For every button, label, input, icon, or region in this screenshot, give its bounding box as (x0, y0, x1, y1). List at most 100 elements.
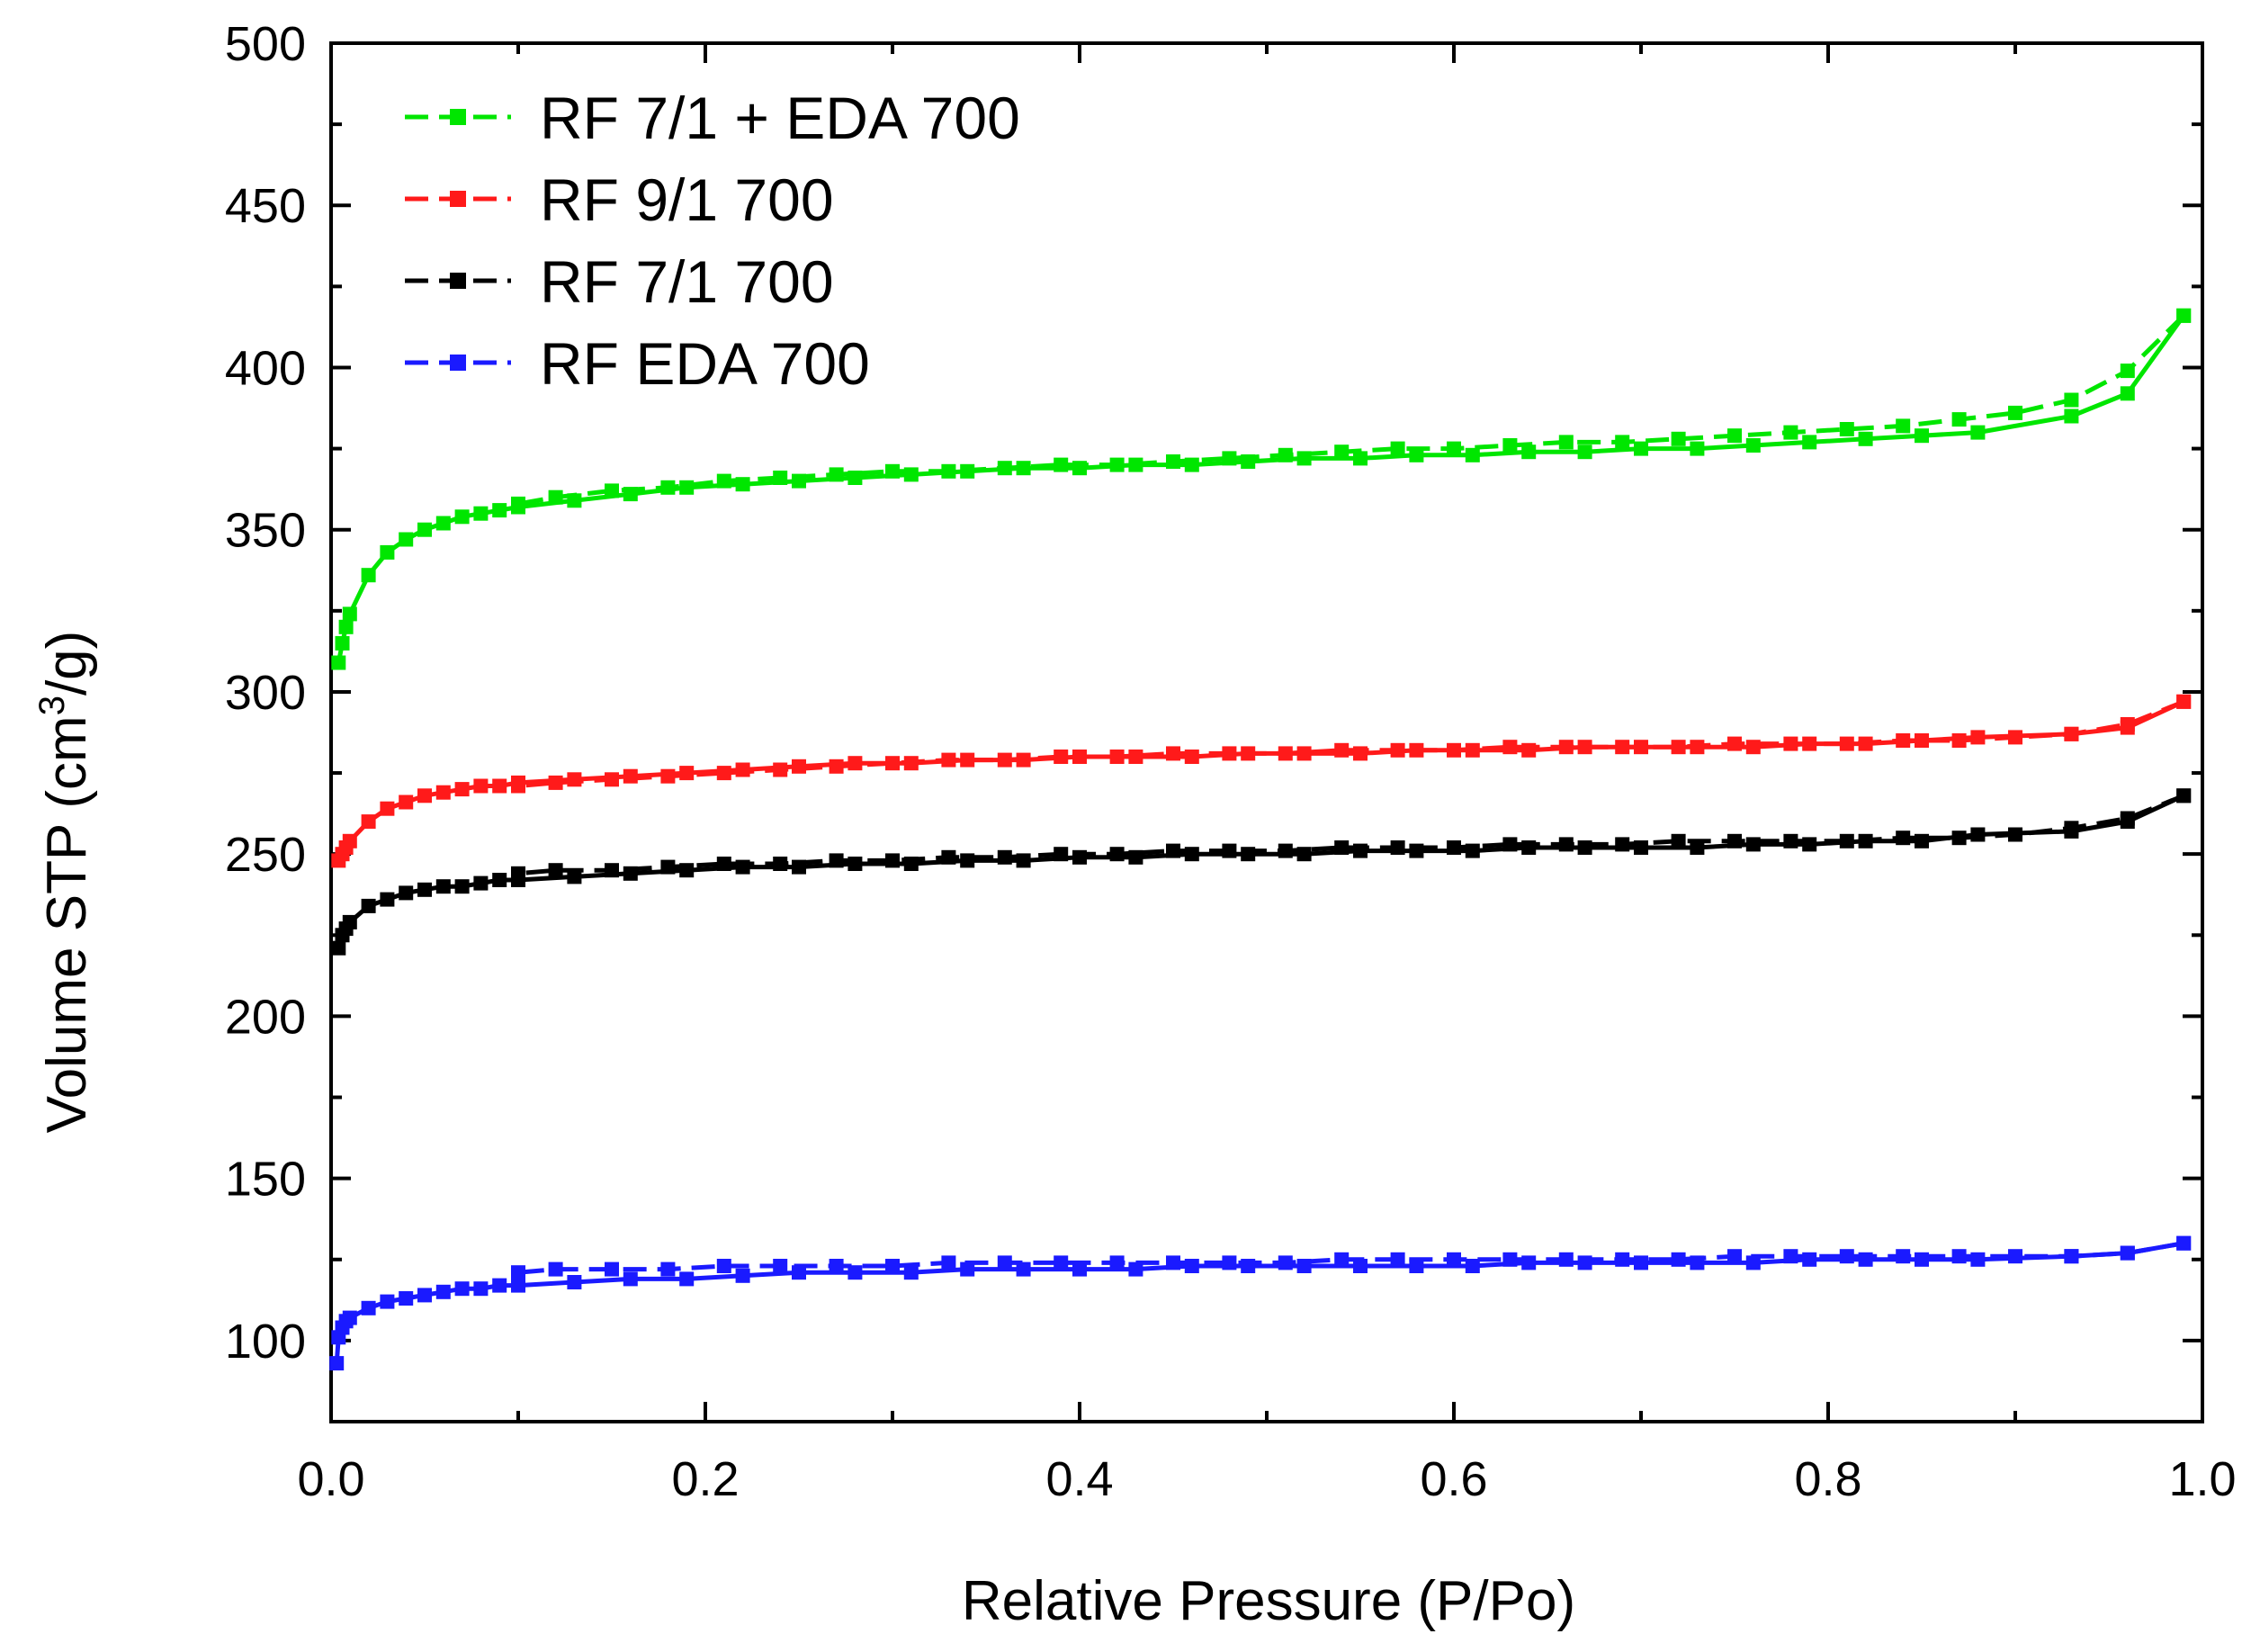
series-0-adsorption-point (1409, 447, 1424, 462)
series-2-desorption-point (716, 857, 731, 871)
series-3-desorption-point (2120, 1245, 2135, 1261)
series-3-adsorption-point (454, 1281, 470, 1297)
series-2-adsorption-point (399, 885, 414, 901)
series-2-desorption-point (1896, 830, 1911, 846)
series-2-desorption-point (1390, 840, 1405, 855)
series-2-desorption-point (1502, 837, 1518, 852)
series-3-adsorption-point (511, 1278, 525, 1293)
series-3-desorption-point (1502, 1252, 1518, 1267)
series-2-desorption-point (1727, 833, 1742, 848)
series-1-desorption-point (773, 762, 788, 777)
series-0-desorption-point (1390, 441, 1405, 456)
series-2-adsorption-point (417, 882, 432, 897)
series-1-desorption-point (1166, 746, 1180, 761)
series-1-adsorption-point (1915, 733, 1929, 748)
series-0-desorption-point (1951, 412, 1967, 427)
series-3-adsorption-point (329, 1356, 345, 1371)
series-2-desorption-point (829, 853, 844, 868)
series-3-desorption-point (829, 1259, 844, 1273)
series-2-desorption-point (1951, 830, 1967, 846)
series-1-desorption-point (1447, 742, 1461, 758)
series-1-desorption-point (885, 756, 900, 771)
series-3-adsorption-point (1353, 1259, 1368, 1273)
series-0-adsorption-point (1690, 441, 1705, 456)
series-3-desorption-point (1334, 1252, 1350, 1267)
series-0-desorption-point (511, 496, 525, 511)
series-1-desorption-point (1222, 746, 1237, 761)
series-0-desorption-point (1839, 422, 1854, 436)
series-0-adsorption-point (435, 516, 451, 531)
series-1-desorption-point (1839, 736, 1854, 751)
series-0-desorption-point (1334, 444, 1350, 460)
series-0-desorption-point (1166, 454, 1180, 469)
series-0-adsorption-point (1353, 451, 1368, 466)
series-0-desorption-point (1896, 418, 1911, 434)
series-1-desorption-point (1334, 742, 1350, 758)
series-0-desorption-point (941, 463, 956, 479)
series-3-desorption-point (941, 1255, 956, 1270)
series-0-adsorption-point (1802, 435, 1817, 450)
series-2-adsorption-point (454, 879, 470, 894)
series-2-adsorption-point (435, 879, 451, 894)
series-3-desorption-point (2064, 1249, 2079, 1264)
series-1-adsorption-point (342, 833, 357, 848)
series-2-desorption-point (1334, 840, 1350, 855)
series-3-adsorption-point (417, 1288, 432, 1303)
series-1-desorption-point (1109, 750, 1125, 764)
series-3-desorption-point (997, 1255, 1012, 1270)
series-0-adsorption-point (1521, 444, 1537, 460)
series-0-desorption-point (1727, 428, 1742, 444)
series-0-adsorption-point (492, 503, 507, 518)
series-0-desorption-point (1671, 431, 1686, 446)
series-1-desorption-point (1951, 733, 1967, 748)
series-1-adsorption-point (435, 785, 451, 800)
series-0-adsorption-point (342, 606, 357, 622)
series-2-adsorption-point (342, 914, 357, 929)
series-2-adsorption-point (1690, 840, 1705, 855)
series-3-desorption-point (1783, 1249, 1798, 1264)
legend-marker (450, 109, 466, 125)
series-layer (329, 308, 2192, 1371)
series-1-adsorption-point (1128, 750, 1143, 764)
series-0-desorption-point (1615, 435, 1630, 450)
series-0-adsorption-point (454, 509, 470, 525)
series-2-desorption-point (1054, 847, 1069, 862)
series-2-desorption-line (517, 793, 2185, 876)
series-1-desorption-point (1783, 736, 1798, 751)
series-1-desorption-line (517, 699, 2185, 788)
series-1-adsorption-point (1296, 746, 1312, 761)
series-2-desorption-point (2008, 827, 2022, 842)
series-0-adsorption-point (1915, 428, 1929, 444)
series-3-desorption-point (773, 1259, 788, 1273)
series-3-desorption-point (716, 1259, 731, 1273)
series-0-adsorption-point (847, 471, 863, 485)
series-2-desorption-point (2120, 811, 2135, 826)
series-3-adsorption-point (679, 1271, 695, 1287)
series-1-desorption-point (1896, 733, 1911, 748)
series-3-adsorption-point (1409, 1259, 1424, 1273)
series-1-desorption-point (1558, 740, 1574, 755)
series-3-adsorption-point (435, 1284, 451, 1299)
series-0-adsorption-point (361, 568, 376, 583)
series-2-adsorption-point (361, 898, 376, 913)
series-3-adsorption-point (735, 1268, 750, 1283)
series-0-desorption-point (1447, 441, 1461, 456)
series-1-adsorption-point (473, 778, 489, 794)
series-0-adsorption-point (1858, 431, 1873, 446)
series-2-desorption-point (605, 863, 619, 878)
series-0-adsorption-point (399, 532, 414, 547)
series-1-adsorption-point (679, 766, 695, 781)
series-2-desorption-point (660, 859, 676, 875)
y-tick-label: 100 (225, 1315, 306, 1369)
series-2-desorption-point (1558, 837, 1574, 852)
series-3-adsorption-point (492, 1278, 507, 1293)
series-0-desorption-point (660, 480, 676, 495)
series-3-adsorption-point (567, 1275, 582, 1289)
legend-label: RF 7/1 700 (540, 248, 834, 315)
series-2-adsorption-point (1128, 849, 1143, 865)
series-3-adsorption-point (847, 1265, 863, 1280)
series-1-desorption-point (997, 752, 1012, 768)
y-axis-title-superscript: 3 (32, 696, 72, 715)
series-3-desorption-point (1054, 1255, 1069, 1270)
series-0-adsorption-point (335, 635, 350, 651)
